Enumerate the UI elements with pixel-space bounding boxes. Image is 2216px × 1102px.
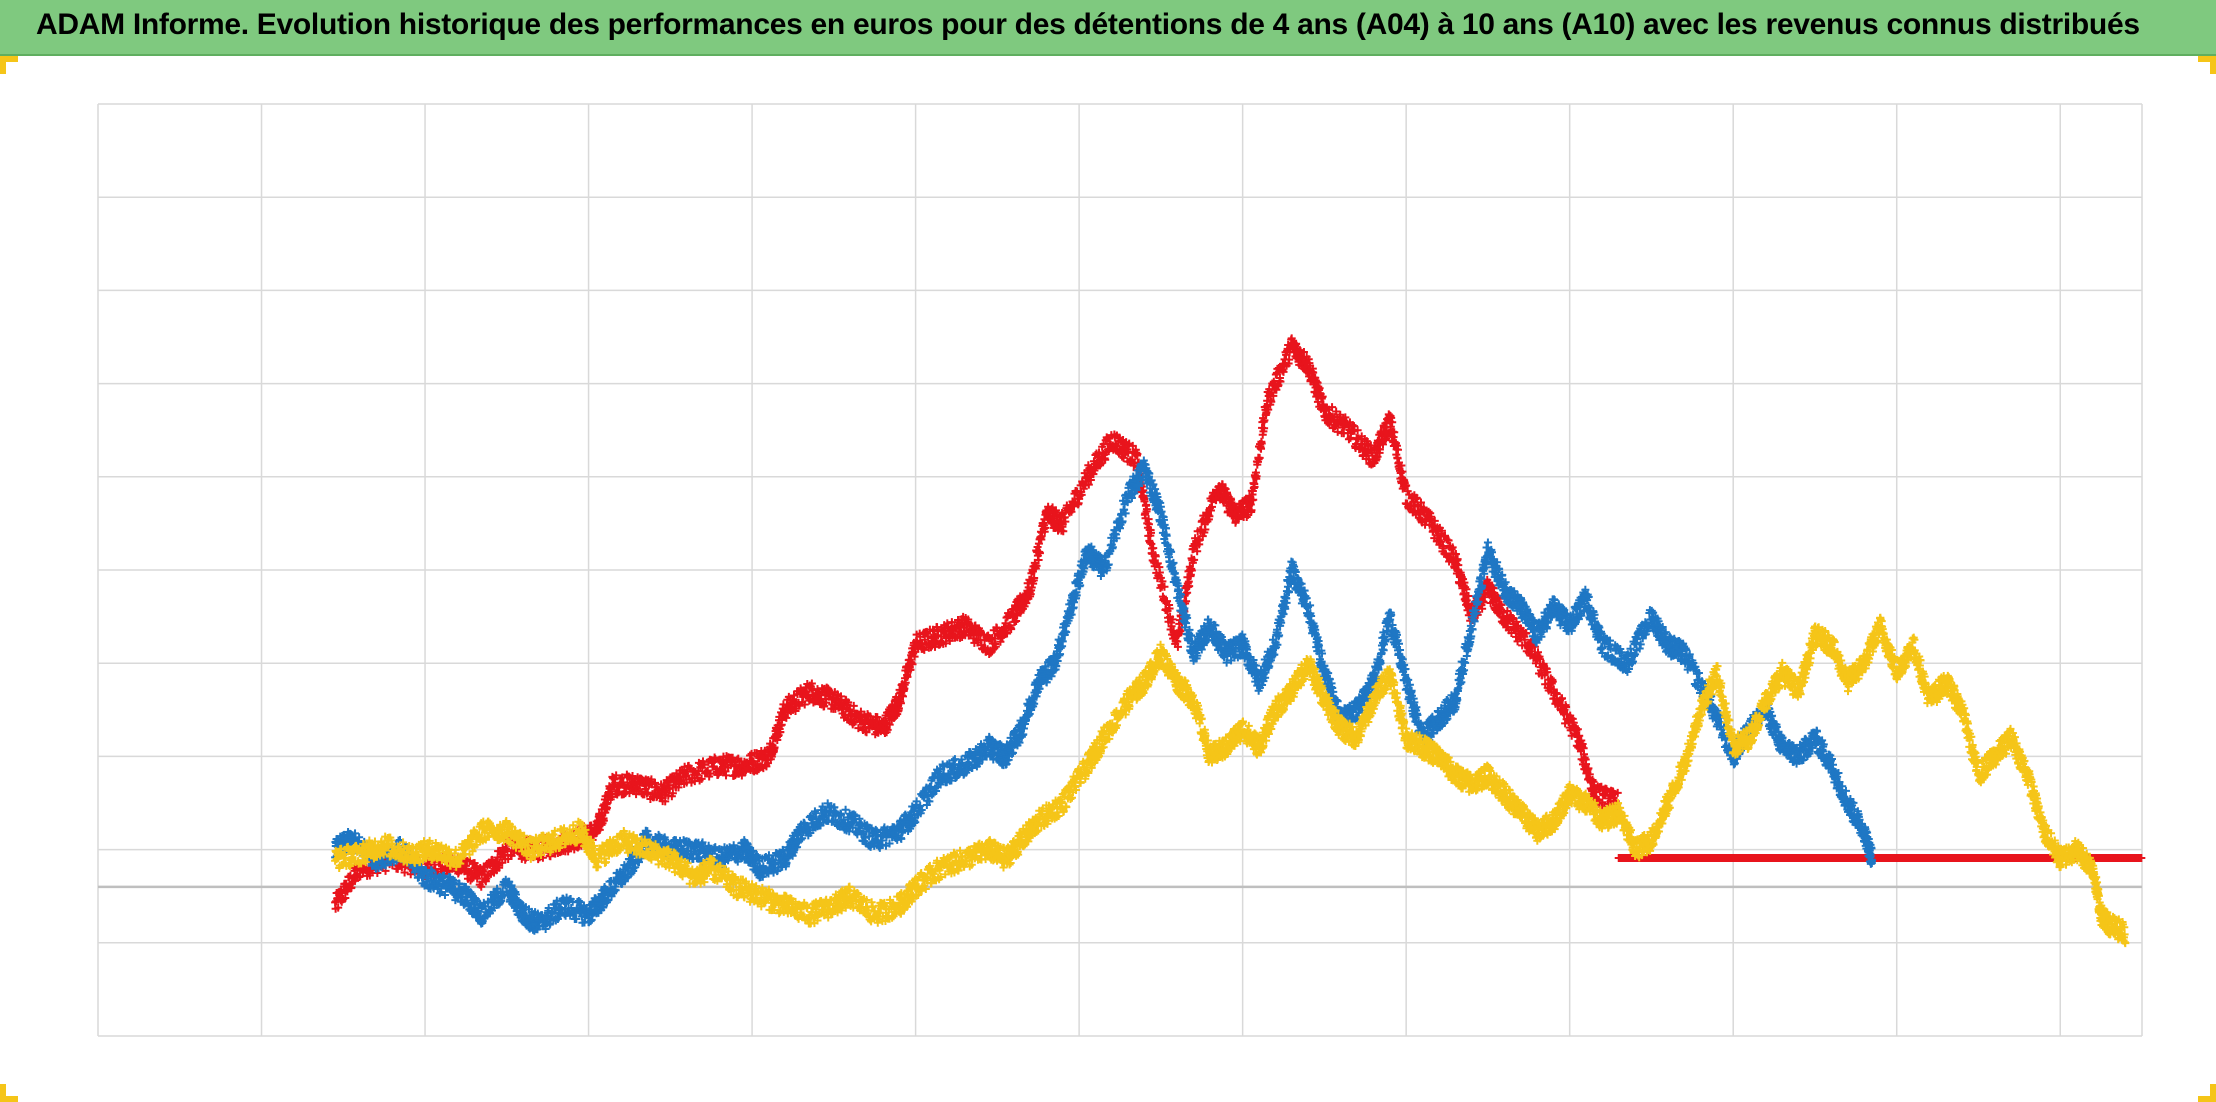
series-0 (331, 334, 1623, 913)
chart-series (331, 334, 2146, 948)
chart-grid (97, 103, 2143, 1037)
data-point (477, 882, 486, 891)
corner-accent-bottom-right (2198, 1084, 2216, 1102)
data-point (607, 785, 616, 794)
data-point (841, 805, 850, 814)
data-point (628, 771, 637, 780)
data-point (749, 757, 758, 766)
data-point (697, 774, 706, 783)
data-point (473, 874, 482, 883)
data-point (341, 893, 350, 902)
corner-accent-bottom-left (0, 1084, 18, 1102)
data-point (356, 872, 365, 881)
data-point (800, 700, 809, 709)
data-point (791, 707, 800, 716)
corner-accent-top-right (2198, 56, 2216, 74)
data-point (643, 788, 652, 797)
chart-title: ADAM Informe. Evolution historique des p… (36, 8, 2140, 41)
data-point (650, 778, 659, 787)
data-point (706, 769, 715, 778)
data-point (599, 816, 608, 825)
series-2 (331, 456, 1877, 935)
data-point (700, 760, 709, 769)
corner-accent-top-left (0, 56, 18, 74)
title-bar: ADAM Informe. Evolution historique des p… (0, 0, 2216, 56)
data-point (668, 789, 677, 798)
data-point (722, 771, 731, 780)
data-point (612, 771, 621, 780)
data-point (770, 743, 779, 752)
data-point (334, 903, 343, 912)
data-point (373, 869, 382, 878)
data-point (595, 825, 604, 834)
data-point (507, 851, 516, 860)
data-point (782, 713, 791, 722)
